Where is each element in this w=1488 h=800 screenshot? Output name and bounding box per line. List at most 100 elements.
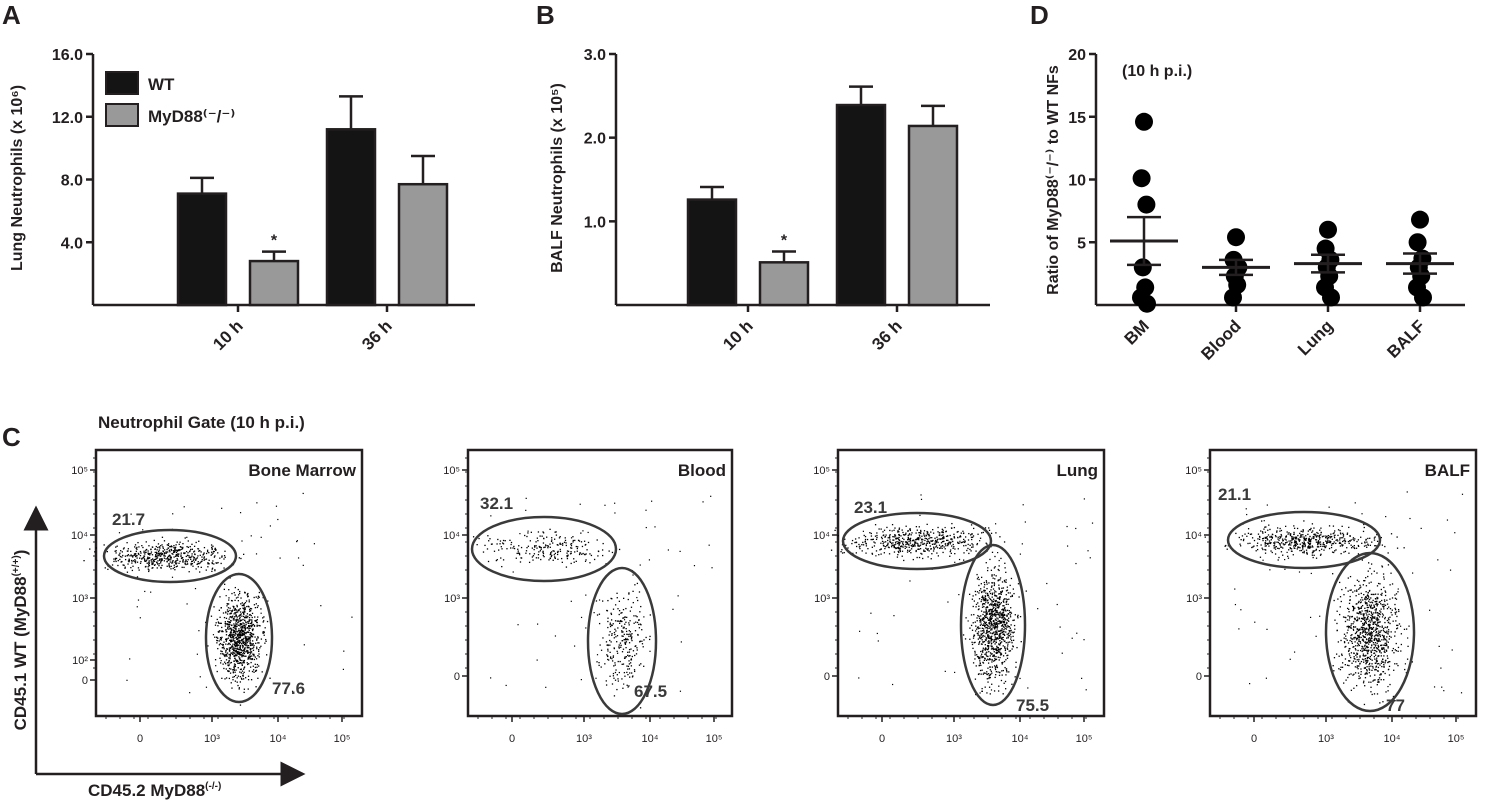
flow-event [994,658,996,660]
flow-event [547,545,550,547]
flow-event [193,550,196,552]
flow-event [988,630,991,633]
flow-event-background [996,628,998,630]
flow-event [949,550,951,553]
flow-event [106,550,108,553]
flow-event [239,634,241,637]
flow-event [198,550,200,552]
flow-event [214,636,216,638]
flow-event [991,683,993,685]
flow-event [1011,595,1014,597]
flow-event [609,651,611,653]
flow-event [580,532,582,534]
flow-event-background [944,670,946,672]
flow-event [509,539,511,541]
flow-event [544,546,546,548]
flow-event [186,563,189,565]
flow-event [177,555,179,557]
flow-event [1004,647,1006,649]
flow-event [988,622,991,624]
flow-event [1300,549,1303,552]
flow-event-background [525,497,527,499]
flow-event [965,617,967,619]
flow-event [1002,655,1005,657]
flow-event [999,651,1001,653]
flow-event [185,560,187,562]
flow-event [225,640,227,642]
flow-event-background [536,659,538,661]
flow-event [570,544,573,547]
flow-event [232,648,234,650]
flow-event [622,608,625,611]
flow-event-background [215,665,217,667]
flow-event [928,535,930,537]
flow-event [897,531,899,533]
flow-event [1275,536,1277,538]
flow-xtick-label: 10⁴ [1384,733,1401,745]
flow-event [942,529,944,531]
flow-event [154,551,156,554]
flow-event [1384,651,1386,653]
flow-event [610,613,613,616]
flow-event [1353,687,1355,689]
flow-event [998,649,1000,651]
flow-event [224,625,227,627]
flow-event [157,546,159,549]
flow-event [577,539,580,541]
flow-plot-frame [836,448,1106,718]
flow-event [238,651,240,653]
flow-event [990,609,992,611]
flow-event [988,627,991,629]
flow-event [248,651,250,654]
flow-event [1005,659,1007,661]
flow-event [1376,605,1378,607]
flow-event [1009,592,1011,594]
flow-event [1394,603,1396,606]
flow-event [985,659,988,662]
flow-event [1010,577,1013,580]
flow-event [533,545,536,547]
flow-event [241,615,243,617]
flow-event [226,652,229,654]
flow-event [1273,547,1275,549]
flow-event [176,558,178,560]
flow-event [977,602,979,604]
flow-event [1335,653,1338,655]
flow-xtick-label: 10⁵ [334,733,351,745]
flow-event [236,654,238,656]
flow-event [1289,542,1291,544]
flow-event [228,618,230,620]
flow-event-background [632,574,634,576]
flow-event [1002,605,1004,607]
flow-event [1004,606,1006,609]
flow-event [559,542,561,544]
flow-event [907,530,909,532]
flow-event [207,562,209,564]
flow-event [1387,631,1390,633]
flow-event [213,556,216,558]
flow-event-background [958,594,960,596]
flow-event-background [1021,543,1023,545]
flow-event [190,548,192,551]
flow-event [974,590,977,593]
flow-event [236,659,238,662]
flow-event [932,539,934,542]
flow-event [537,539,539,542]
flow-event [887,539,889,542]
flow-event [1400,633,1403,635]
flow-event [920,529,922,532]
flow-event [1367,562,1370,564]
flow-event [1303,550,1305,552]
flow-event [945,539,948,542]
flow-event [1383,586,1385,589]
flow-event [1356,612,1358,614]
flow-event [570,547,572,549]
flow-event [577,546,579,548]
flow-event [926,523,928,526]
flow-event [171,562,174,564]
flow-event [140,552,142,554]
flow-event-background [172,513,174,515]
flow-event [247,638,249,641]
flow-event [1001,581,1004,583]
